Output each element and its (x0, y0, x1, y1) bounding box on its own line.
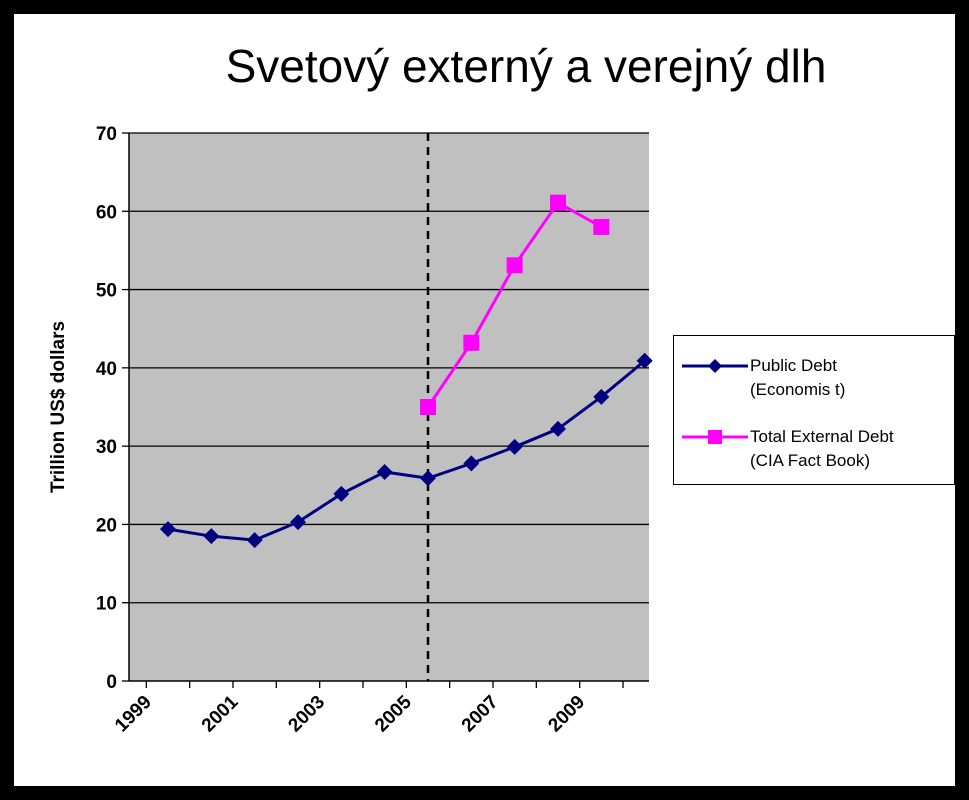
series-1-point-4 (593, 218, 610, 235)
legend-sample-external-debt (682, 430, 748, 444)
x-tick-label-2005: 2005 (371, 691, 416, 736)
series-0-point-11 (636, 352, 653, 369)
x-tick-label-2007: 2007 (458, 692, 503, 737)
axes (128, 133, 649, 682)
x-tick-label-2003: 2003 (284, 692, 329, 737)
y-tick-label-0: 0 (106, 672, 117, 693)
series-0-point-3 (290, 514, 306, 531)
chart-title: Svetový externý a verejný dlh (226, 40, 827, 92)
chart: Svetový externý a verejný dlh 0 10 20 30 40 5… (48, 40, 827, 737)
series-0-point-1 (203, 528, 220, 545)
series-0-point-0 (160, 521, 176, 538)
series-0-point-10 (593, 388, 610, 405)
series-0-point-7 (463, 455, 480, 472)
chart-frame: Svetový externý a verejný dlh 0 10 20 30 40 5… (14, 14, 955, 786)
legend: Public Debt (Economis t) Total External … (673, 335, 955, 485)
grid-lines (129, 132, 649, 604)
y-tick-label-50: 50 (96, 281, 117, 302)
y-tick-label-40: 40 (96, 359, 117, 380)
legend-public-debt-line2: (Economis t) (750, 380, 846, 399)
legend-external-debt-line2: (CIA Fact Book) (750, 451, 870, 470)
series-1-point-2 (506, 257, 523, 274)
series-0-point-9 (550, 420, 566, 437)
series-0-point-6 (420, 470, 436, 487)
plot-area (129, 133, 649, 681)
legend-label-public-debt: Public Debt (Economis t) (750, 354, 845, 402)
legend-public-debt-line1: Public Debt (750, 356, 837, 375)
y-axis-label: Trillion US$ dollars (48, 321, 69, 493)
y-tick-label-10: 10 (96, 594, 117, 615)
legend-sample-public-debt (682, 359, 748, 373)
series (160, 194, 653, 549)
series-0-point-8 (506, 438, 523, 455)
x-tick-label-2009: 2009 (544, 692, 589, 737)
y-tick-label-20: 20 (96, 515, 117, 536)
legend-label-external-debt: Total External Debt (CIA Fact Book) (750, 425, 894, 473)
legend-external-debt-line1: Total External Debt (750, 427, 894, 446)
y-tick-label-60: 60 (96, 202, 117, 223)
x-ticks: 1999 2001 2003 2005 2007 2009 (111, 681, 624, 737)
series-1-point-0 (420, 399, 436, 415)
x-tick-label-1999: 1999 (111, 692, 156, 737)
series-0-point-4 (333, 485, 350, 502)
x-tick-label-2001: 2001 (198, 691, 243, 736)
series-1-point-1 (463, 334, 480, 351)
y-tick-label-70: 70 (96, 124, 117, 145)
series-1-point-3 (550, 194, 566, 211)
series-0-point-5 (376, 463, 393, 480)
y-tick-label-30: 30 (96, 437, 117, 458)
y-ticks: 0 10 20 30 40 50 60 70 (96, 124, 129, 693)
series-0-point-2 (246, 532, 263, 549)
